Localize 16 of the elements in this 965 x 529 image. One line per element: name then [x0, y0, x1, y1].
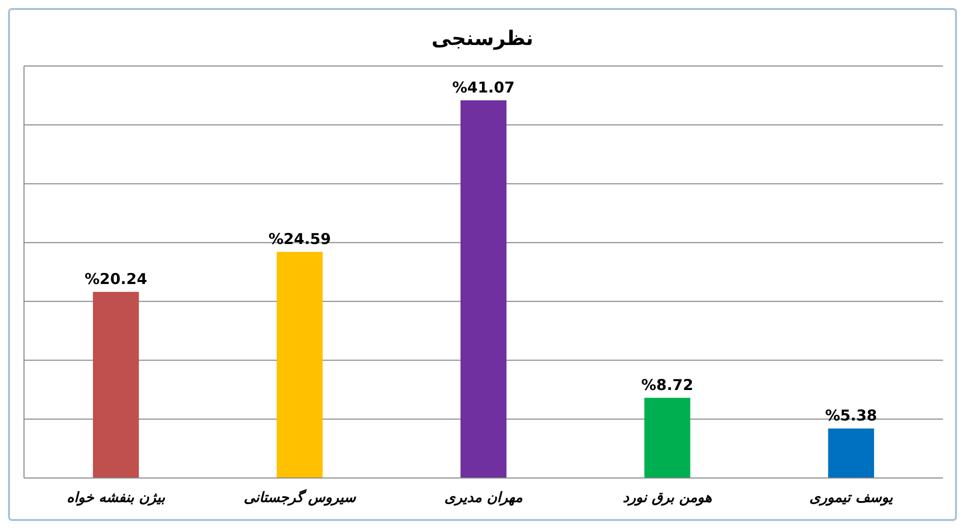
x-tick-label: سیروس گرجستانی: [244, 489, 357, 506]
data-label: %20.24: [84, 270, 148, 288]
bar: [828, 428, 874, 478]
data-label: %41.07: [452, 78, 515, 96]
bar: [460, 100, 506, 478]
bar: [92, 292, 139, 478]
x-tick-label: یوسف تیموری: [809, 490, 894, 506]
bar: [276, 252, 323, 478]
bar: [644, 398, 690, 478]
data-label: %5.38: [825, 406, 878, 425]
x-tick-label: هومن برق نورد: [622, 490, 712, 506]
data-label: %24.59: [268, 230, 331, 248]
x-tick-label: بیژن بنفشه خواه: [66, 490, 166, 506]
x-tick-label: مهران مدیری: [444, 490, 524, 506]
chart-title: نظرسنجی: [432, 26, 534, 50]
data-label: %8.72: [641, 376, 694, 394]
